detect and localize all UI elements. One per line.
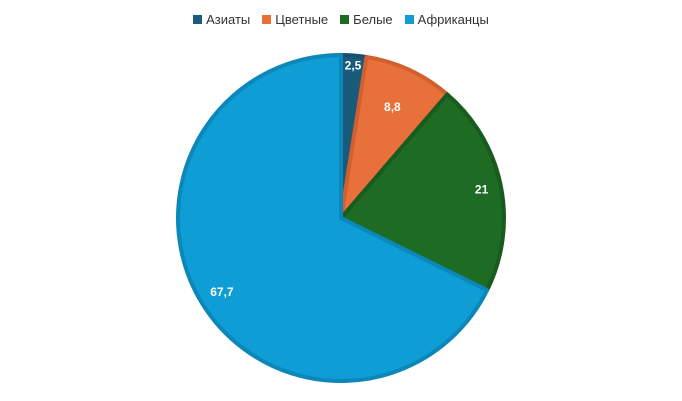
legend-swatch bbox=[404, 15, 414, 24]
legend-item-whites[interactable]: Белые bbox=[340, 12, 393, 27]
legend-swatch bbox=[262, 15, 272, 24]
legend-item-africans[interactable]: Африканцы bbox=[404, 12, 489, 27]
legend-label: Азиаты bbox=[206, 12, 251, 27]
data-label: 2,5 bbox=[345, 58, 362, 72]
legend-label: Африканцы bbox=[417, 12, 489, 27]
legend-item-asians[interactable]: Азиаты bbox=[193, 12, 250, 27]
slice-africans[interactable] bbox=[176, 53, 490, 383]
data-label: 8,8 bbox=[384, 100, 401, 114]
data-label: 21 bbox=[475, 182, 489, 196]
legend-label: Белые bbox=[353, 12, 393, 27]
data-label: 67,7 bbox=[210, 285, 234, 299]
legend: Азиаты Цветные Белые Африканцы bbox=[0, 12, 682, 27]
legend-swatch bbox=[193, 15, 203, 24]
legend-swatch bbox=[340, 15, 350, 24]
legend-label: Цветные bbox=[275, 12, 329, 27]
slice-whites[interactable] bbox=[339, 92, 506, 293]
legend-item-coloured[interactable]: Цветные bbox=[262, 12, 328, 27]
